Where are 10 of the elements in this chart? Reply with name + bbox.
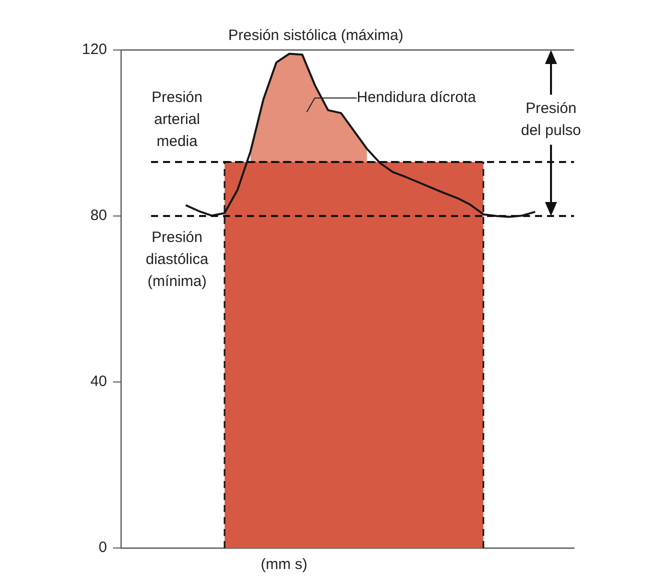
x-axis-title: (mm s) <box>260 556 308 573</box>
ref-line-label: Presión arterial media <box>152 89 202 150</box>
y-tick-label: 80 <box>90 207 108 224</box>
annotation: Presión del pulso <box>520 100 582 139</box>
ref-line-label: Presión diastólica (mínima) <box>146 229 209 290</box>
y-tick-label: 120 <box>82 41 108 58</box>
y-tick-label: 40 <box>90 373 108 390</box>
annotation: Hendidura dícrota <box>356 89 477 106</box>
ref-line-label: Presión sistólica (máxima) <box>228 27 404 44</box>
y-tick-label: 0 <box>98 539 108 556</box>
